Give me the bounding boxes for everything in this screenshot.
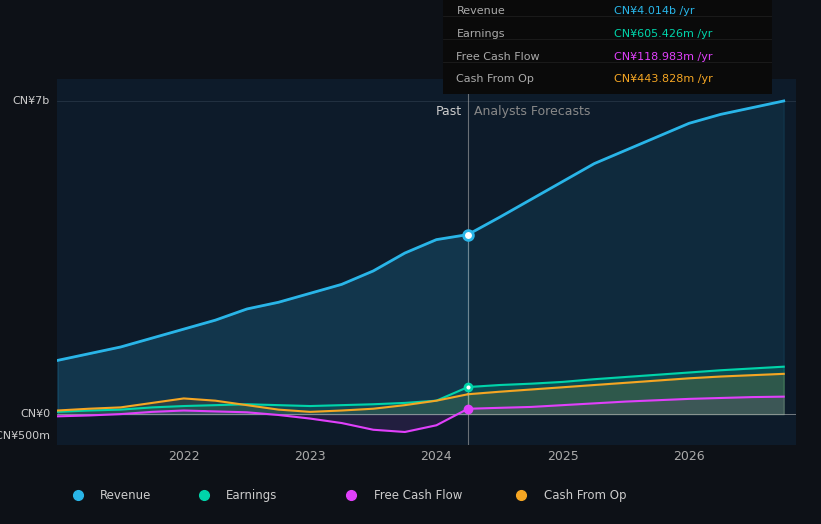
Text: Revenue: Revenue bbox=[456, 6, 505, 16]
Text: -CN¥500m: -CN¥500m bbox=[0, 431, 50, 441]
Text: Earnings: Earnings bbox=[456, 29, 505, 39]
Text: CN¥118.983m /yr: CN¥118.983m /yr bbox=[614, 51, 713, 61]
Text: Earnings: Earnings bbox=[226, 489, 277, 501]
Text: CN¥443.828m /yr: CN¥443.828m /yr bbox=[614, 74, 713, 84]
Text: CN¥7b: CN¥7b bbox=[13, 96, 50, 106]
Text: Past: Past bbox=[435, 105, 461, 118]
Text: Cash From Op: Cash From Op bbox=[456, 74, 534, 84]
Text: Free Cash Flow: Free Cash Flow bbox=[374, 489, 462, 501]
Text: CN¥4.014b /yr: CN¥4.014b /yr bbox=[614, 6, 695, 16]
Text: Free Cash Flow: Free Cash Flow bbox=[456, 51, 540, 61]
Text: CN¥0: CN¥0 bbox=[20, 409, 50, 419]
Text: Analysts Forecasts: Analysts Forecasts bbox=[475, 105, 590, 118]
Text: Revenue: Revenue bbox=[100, 489, 152, 501]
Text: CN¥605.426m /yr: CN¥605.426m /yr bbox=[614, 29, 713, 39]
Text: Cash From Op: Cash From Op bbox=[544, 489, 626, 501]
